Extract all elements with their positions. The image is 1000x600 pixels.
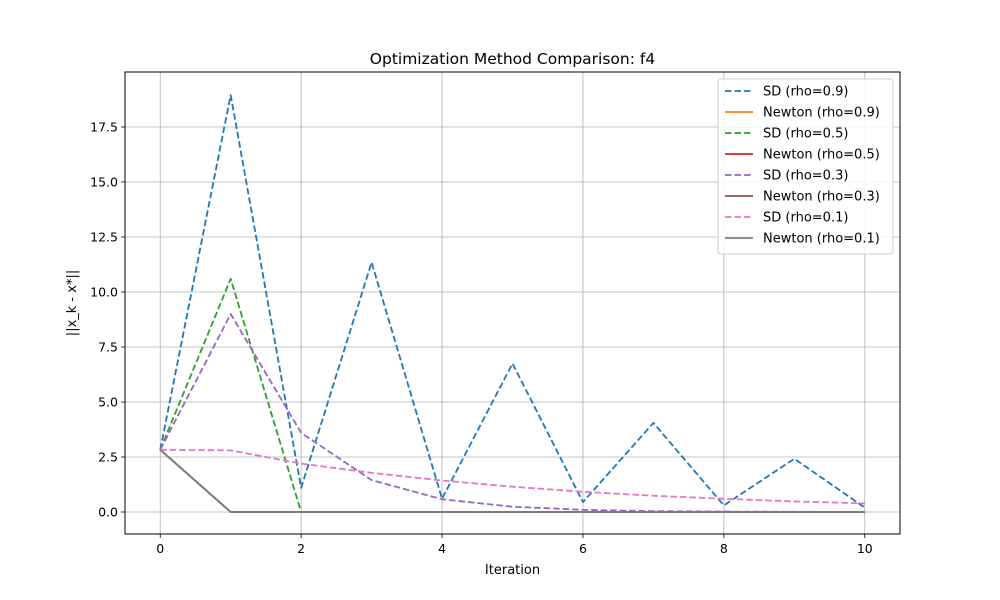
series-line-2 [159, 277, 303, 513]
y-tick-label: 0.0 [98, 505, 118, 520]
legend-entry: Newton (rho=0.5) [763, 148, 880, 163]
plot-frame [124, 71, 901, 535]
x-tick-label: 4 [438, 541, 446, 556]
axis-ticks: 0 2 4 6 8 10 0.0 2.5 5.0 7.5 10.0 12.5 15.0 17.5 [90, 120, 873, 557]
y-tick-label: 7.5 [98, 340, 118, 355]
legend-entry: SD (rho=0.3) [763, 169, 848, 184]
x-tick-label: 2 [297, 541, 305, 556]
series-line-6 [160, 448, 865, 505]
x-axis-label: Iteration [485, 563, 540, 578]
legend-entry: SD (rho=0.9) [763, 85, 848, 100]
series-line-0 [159, 94, 866, 509]
plot-series [159, 94, 866, 513]
x-tick-label: 0 [156, 541, 164, 556]
legend-box [717, 78, 894, 255]
legend-entry: Newton (rho=0.1) [763, 232, 880, 247]
series-line-7 [159, 449, 865, 513]
chart-title: Optimization Method Comparison: f4 [370, 50, 655, 68]
x-tick-label: 10 [857, 541, 873, 556]
y-tick-label: 5.0 [98, 395, 118, 410]
legend-entry: Newton (rho=0.3) [763, 190, 880, 205]
legend-entry: Newton (rho=0.9) [763, 106, 880, 121]
y-tick-label: 12.5 [90, 230, 118, 245]
y-tick-label: 17.5 [90, 120, 118, 135]
legend: SD (rho=0.9) Newton (rho=0.9) SD (rho=0.5)… [717, 78, 894, 255]
x-tick-label: 8 [720, 541, 728, 556]
y-tick-label: 10.0 [90, 285, 118, 300]
x-tick-label: 6 [579, 541, 587, 556]
legend-entry: SD (rho=0.1) [763, 211, 848, 226]
legend-entry: SD (rho=0.5) [763, 127, 848, 142]
grid [125, 72, 900, 534]
y-tick-label: 2.5 [98, 450, 118, 465]
y-tick-label: 15.0 [90, 175, 118, 190]
y-axis-label: ||x_k - x*|| [65, 270, 80, 336]
